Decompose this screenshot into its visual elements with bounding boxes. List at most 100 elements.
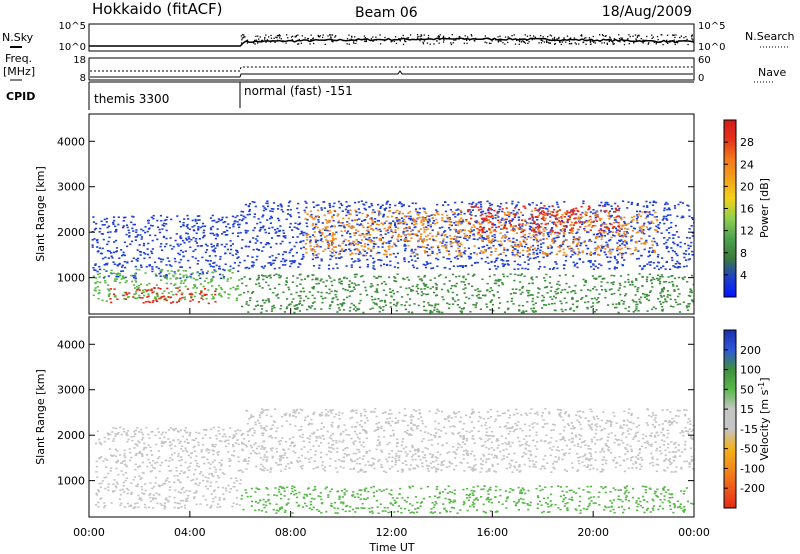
echo-cell bbox=[131, 439, 134, 442]
echo-cell bbox=[305, 232, 308, 235]
echo-cell bbox=[520, 273, 523, 275]
echo-cell bbox=[367, 243, 370, 246]
nsearch-dot bbox=[653, 40, 655, 43]
echo-cell bbox=[316, 215, 319, 217]
echo-cell bbox=[121, 275, 124, 277]
echo-cell bbox=[252, 264, 255, 266]
echo-cell bbox=[508, 213, 511, 215]
nsearch-dot bbox=[648, 42, 650, 44]
echo-cell bbox=[265, 208, 268, 211]
echo-cell bbox=[312, 201, 315, 203]
echo-cell bbox=[537, 210, 540, 212]
echo-cell bbox=[203, 234, 206, 237]
echo-cell bbox=[167, 292, 170, 294]
echo-cell bbox=[522, 205, 525, 208]
echo-cell bbox=[535, 238, 539, 241]
echo-cell bbox=[255, 283, 258, 286]
echo-cell bbox=[675, 231, 679, 233]
echo-cell bbox=[425, 251, 429, 253]
echo-cell bbox=[199, 226, 202, 229]
echo-cell bbox=[431, 250, 434, 253]
echo-cell bbox=[599, 209, 603, 212]
echo-cell bbox=[240, 247, 243, 249]
echo-cell bbox=[590, 306, 593, 308]
echo-cell bbox=[476, 227, 479, 230]
echo-cell bbox=[528, 225, 531, 228]
echo-cell bbox=[433, 222, 436, 225]
echo-cell bbox=[589, 260, 592, 262]
echo-cell bbox=[407, 233, 410, 235]
echo-cell bbox=[311, 305, 314, 307]
echo-cell bbox=[160, 461, 164, 464]
echo-cell bbox=[446, 214, 449, 217]
echo-cell bbox=[100, 220, 103, 223]
echo-cell bbox=[380, 299, 384, 302]
echo-cell bbox=[285, 298, 289, 300]
echo-cell bbox=[689, 291, 692, 293]
echo-cell bbox=[224, 234, 227, 236]
echo-cell bbox=[411, 285, 414, 288]
echo-cell bbox=[346, 211, 349, 213]
echo-cell bbox=[398, 221, 401, 223]
echo-cell bbox=[92, 221, 96, 223]
echo-cell bbox=[414, 221, 417, 223]
echo-cell bbox=[445, 244, 448, 247]
nsearch-dot bbox=[628, 43, 630, 45]
echo-cell bbox=[598, 254, 601, 256]
nsearch-dot bbox=[295, 36, 297, 38]
echo-cell bbox=[375, 223, 378, 226]
echo-cell bbox=[682, 265, 686, 268]
echo-cell bbox=[497, 219, 500, 222]
echo-cell bbox=[642, 292, 645, 295]
echo-cell bbox=[428, 238, 431, 240]
echo-cell bbox=[496, 265, 499, 268]
echo-cell bbox=[665, 260, 668, 263]
echo-cell bbox=[180, 293, 183, 296]
echo-cell bbox=[191, 219, 194, 222]
nsearch-dot bbox=[679, 36, 681, 39]
echo-cell bbox=[305, 234, 308, 237]
echo-cell bbox=[143, 294, 146, 297]
echo-cell bbox=[662, 215, 665, 218]
echo-cell bbox=[215, 434, 218, 437]
echo-cell bbox=[441, 245, 444, 247]
echo-cell bbox=[528, 294, 531, 296]
nsearch-dot bbox=[628, 34, 630, 36]
echo-cell bbox=[117, 223, 120, 226]
nsearch-dot bbox=[539, 38, 541, 40]
echo-cell bbox=[275, 242, 278, 245]
echo-cell bbox=[195, 242, 198, 244]
echo-cell bbox=[295, 304, 299, 306]
echo-cell bbox=[611, 227, 614, 229]
echo-cell bbox=[211, 249, 214, 252]
echo-cell bbox=[194, 285, 197, 288]
echo-cell bbox=[252, 229, 255, 232]
echo-cell bbox=[556, 234, 559, 237]
echo-cell bbox=[503, 240, 506, 242]
echo-cell bbox=[457, 247, 460, 250]
echo-cell bbox=[337, 200, 341, 203]
echo-cell bbox=[95, 465, 98, 468]
echo-cell bbox=[258, 230, 261, 232]
echo-cell bbox=[531, 297, 535, 300]
echo-cell bbox=[229, 268, 232, 271]
echo-cell bbox=[652, 201, 655, 203]
echo-cell bbox=[598, 293, 601, 295]
nsearch-dot bbox=[317, 35, 320, 38]
echo-cell bbox=[480, 257, 483, 260]
echo-cell bbox=[546, 232, 549, 234]
echo-cell bbox=[160, 296, 163, 299]
nsearch-dot bbox=[409, 34, 412, 36]
echo-cell bbox=[396, 262, 400, 264]
nsearch-dot bbox=[677, 42, 679, 44]
echo-cell bbox=[472, 201, 475, 204]
echo-cell bbox=[127, 489, 130, 491]
echo-cell bbox=[569, 215, 572, 217]
echo-cell bbox=[185, 270, 188, 272]
echo-cell bbox=[543, 266, 546, 268]
echo-cell bbox=[431, 286, 434, 288]
echo-cell bbox=[562, 228, 565, 230]
echo-cell bbox=[608, 215, 611, 217]
echo-cell bbox=[420, 239, 424, 241]
echo-cell bbox=[414, 208, 418, 210]
